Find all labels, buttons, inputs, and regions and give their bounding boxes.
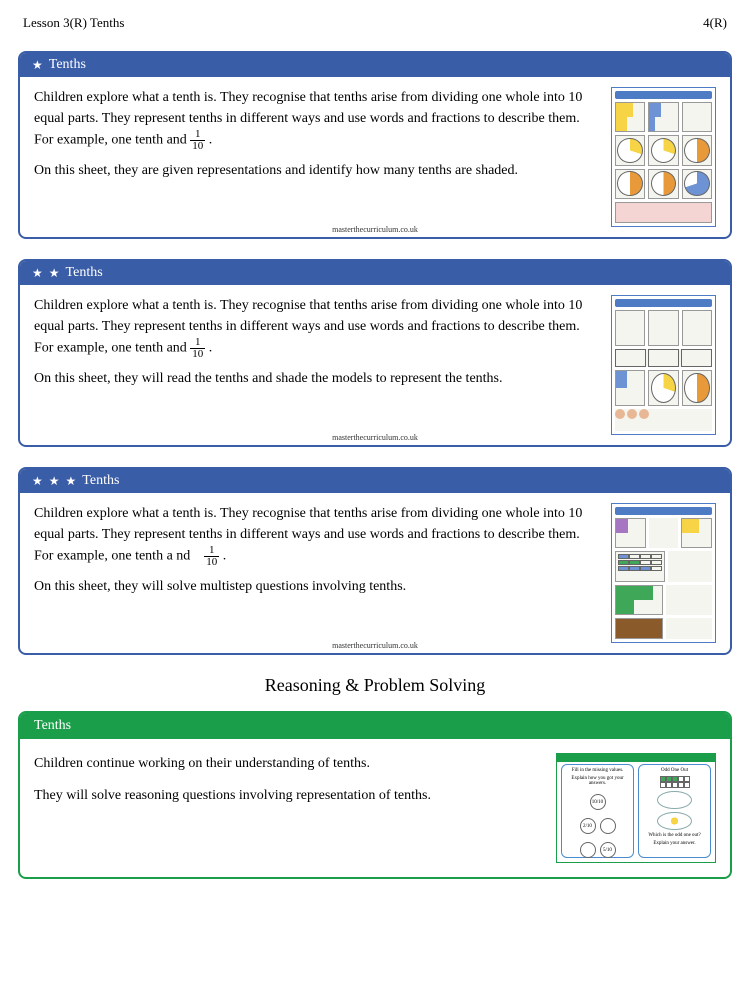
star-icon: ★	[32, 266, 43, 281]
body-text: On this sheet, they will read the tenths…	[34, 368, 599, 389]
star-icon: ★	[66, 474, 77, 489]
left-panel: Fill in the missing values. Explain how …	[561, 764, 634, 858]
fraction: 1 10	[204, 545, 219, 568]
card-header: ★ Tenths	[20, 53, 730, 77]
card-body: Children explore what a tenth is. They r…	[20, 493, 730, 653]
reasoning-card: Tenths Children continue working on thei…	[18, 711, 732, 879]
green-card-title: Tenths	[20, 713, 730, 739]
lesson-card-3star: ★ ★ ★ Tenths Children explore what a ten…	[18, 467, 732, 655]
card-body: Children explore what a tenth is. They r…	[20, 77, 730, 237]
card-text: Children explore what a tenth is. They r…	[34, 503, 599, 643]
green-p2: They will solve reasoning questions invo…	[34, 785, 544, 807]
card-title: Tenths	[82, 473, 119, 489]
worksheet-thumbnail	[611, 295, 716, 435]
card-title: Tenths	[66, 265, 103, 281]
footer-url: masterthecurriculum.co.uk	[332, 433, 418, 442]
footer-url: masterthecurriculum.co.uk	[332, 225, 418, 234]
intro-text: Children explore what a tenth is. They r…	[34, 503, 599, 568]
fraction: 1 10	[190, 337, 205, 360]
lesson-card-2star: ★ ★ Tenths Children explore what a tenth…	[18, 259, 732, 447]
intro-text: Children explore what a tenth is. They r…	[34, 295, 599, 360]
card-body: Children explore what a tenth is. They r…	[20, 285, 730, 445]
card-header: ★ ★ ★ Tenths	[20, 469, 730, 493]
page-number: 4(R)	[703, 15, 727, 31]
lesson-card-1star: ★ Tenths Children explore what a tenth i…	[18, 51, 732, 239]
page-header: Lesson 3(R) Tenths 4(R)	[18, 15, 732, 31]
card-text: Children explore what a tenth is. They r…	[34, 87, 599, 227]
footer-url: masterthecurriculum.co.uk	[332, 641, 418, 650]
star-icon: ★	[32, 58, 43, 73]
section-title: Reasoning & Problem Solving	[18, 675, 732, 696]
star-icon: ★	[32, 474, 43, 489]
card-header: ★ ★ Tenths	[20, 261, 730, 285]
lesson-label: Lesson 3(R) Tenths	[23, 15, 124, 31]
star-icon: ★	[49, 474, 60, 489]
worksheet-thumbnail	[611, 503, 716, 643]
card-text: Children explore what a tenth is. They r…	[34, 295, 599, 435]
green-p1: Children continue working on their under…	[34, 753, 544, 775]
green-card-body: Children continue working on their under…	[20, 739, 730, 877]
fraction: 1 10	[190, 129, 205, 152]
worksheet-thumbnail	[611, 87, 716, 227]
body-text: On this sheet, they are given representa…	[34, 160, 599, 181]
star-icon: ★	[49, 266, 60, 281]
reasoning-thumbnail: Fill in the missing values. Explain how …	[556, 753, 716, 863]
intro-text: Children explore what a tenth is. They r…	[34, 87, 599, 152]
body-text: On this sheet, they will solve multistep…	[34, 576, 599, 597]
card-title: Tenths	[49, 57, 86, 73]
right-panel: Odd One Out Which is the odd one out? Ex…	[638, 764, 711, 858]
green-text: Children continue working on their under…	[34, 753, 544, 863]
